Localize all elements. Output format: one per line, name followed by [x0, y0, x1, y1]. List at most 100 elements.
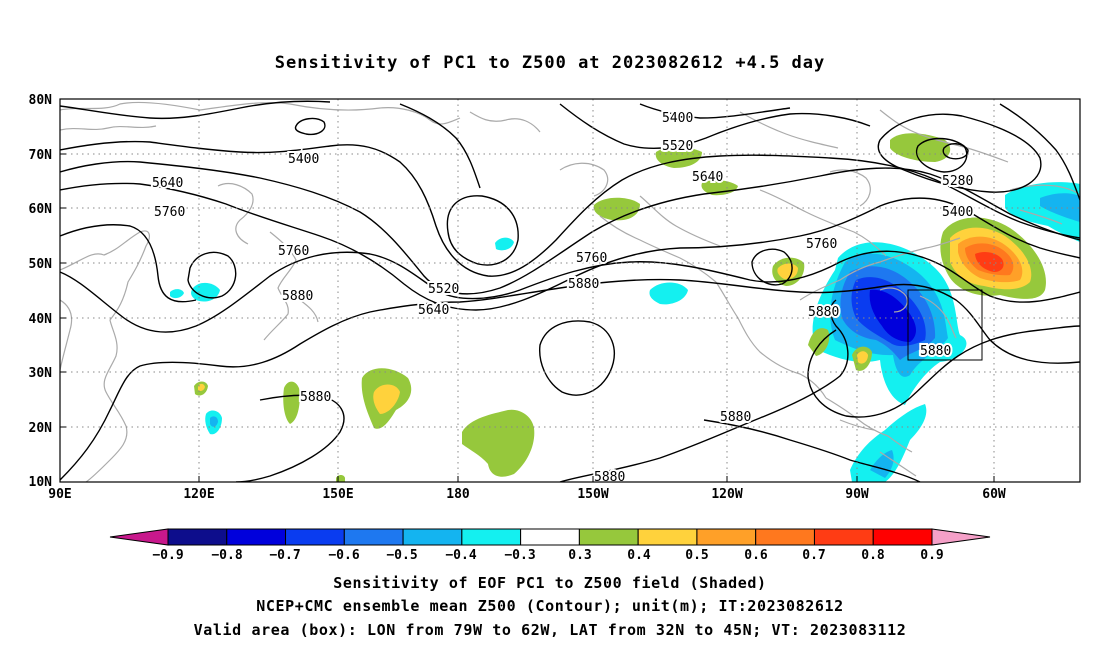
contour-label: 5280: [942, 174, 973, 189]
colorbar-cell: [872, 528, 933, 546]
positive-spot-taiwan-core: [198, 383, 205, 391]
caption-line-2: NCEP+CMC ensemble mean Z500 (Contour); u…: [256, 597, 843, 615]
lat-label: 50N: [29, 257, 53, 272]
contour-5880-west: [235, 394, 345, 482]
colorbar-cell: [167, 528, 228, 546]
lat-label: 40N: [29, 312, 53, 327]
colorbar-cell: [696, 528, 757, 546]
lat-label: 80N: [29, 93, 53, 108]
contour-5640: [60, 182, 1080, 311]
lon-label: 180: [446, 487, 470, 502]
colorbar-cell: [461, 528, 522, 546]
caption-line-1: Sensitivity of EOF PC1 to Z500 field (Sh…: [333, 574, 766, 592]
contour-labels: 5400 5400 5400 5280 5520 5520 5640 5640 …: [150, 109, 975, 487]
contour-label: 5520: [662, 139, 693, 154]
contour-5520: [60, 160, 1080, 295]
colorbar-label: −0.7: [269, 548, 300, 563]
contour-5760: [60, 250, 1080, 333]
graticule: [60, 99, 1080, 482]
contour-label: 5400: [288, 152, 319, 167]
colorbar-label: 0.7: [802, 548, 825, 563]
contour-label: 5880: [300, 390, 331, 405]
contour-label: 5880: [920, 344, 951, 359]
colorbar-cell: [637, 528, 698, 546]
lat-label: 20N: [29, 421, 53, 436]
lon-label: 90E: [48, 487, 71, 502]
colorbar: −0.9 −0.8 −0.7 −0.6 −0.5 −0.4 −0.3 0.3 0…: [109, 528, 991, 563]
sensitivity-shading: [170, 133, 1080, 482]
positive-region-greenland: [890, 133, 951, 162]
colorbar-label: 0.3: [568, 548, 591, 563]
colorbar-label: −0.3: [504, 548, 535, 563]
negative-spot-bering: [495, 237, 514, 251]
contour-ne-arc: [999, 103, 1080, 201]
colorbar-cell: [755, 528, 815, 546]
contour-small-loop-2: [942, 143, 969, 160]
colorbar-cell: [285, 528, 345, 546]
contour-label: 5880: [720, 410, 751, 425]
colorbar-label: 0.4: [627, 548, 651, 563]
contour-5760-loop-greatlakes: [751, 248, 793, 286]
colorbar-label: −0.4: [445, 548, 476, 563]
colorbar-label: −0.6: [328, 548, 359, 563]
contour-label: 5760: [806, 237, 837, 252]
contour-5880-pacific-south: [559, 299, 849, 482]
contour-5400-bering-loop: [446, 195, 519, 266]
positive-region-great-lakes-core: [777, 263, 798, 280]
latitude-labels: 80N 70N 60N 50N 40N 30N 20N 10N: [29, 93, 53, 490]
lon-label: 150W: [577, 487, 608, 502]
colorbar-label: 0.6: [744, 548, 768, 563]
coastlines: [60, 101, 1080, 482]
colorbar-label: −0.8: [211, 548, 242, 563]
colorbar-high-extend: [931, 528, 991, 546]
contour-5400-hudson-loop: [877, 113, 1042, 193]
lat-label: 70N: [29, 148, 53, 163]
colorbar-label: −0.9: [152, 548, 183, 563]
contour-5760-loop-asia: [187, 251, 237, 299]
positive-region-hawaii: [462, 409, 535, 477]
contour-5880-east: [703, 419, 921, 482]
contour-label: 5880: [568, 277, 599, 292]
contour-north-arc: [559, 103, 871, 149]
lat-label: 30N: [29, 366, 53, 381]
contour-small-loop-1: [294, 117, 326, 136]
colorbar-labels: −0.9 −0.8 −0.7 −0.6 −0.5 −0.4 −0.3 0.3 0…: [152, 548, 943, 563]
contour-label: 5400: [942, 205, 973, 220]
lon-label: 120E: [183, 487, 214, 502]
lat-label: 60N: [29, 202, 53, 217]
lon-label: 150E: [322, 487, 353, 502]
positive-region-central-pacific-core: [373, 384, 400, 414]
contour-label: 5760: [154, 205, 185, 220]
contour-5280-loop: [915, 137, 968, 173]
negative-spot-asia-2: [170, 289, 184, 299]
map-frame: [59, 98, 1081, 483]
positive-region-marianas: [283, 381, 300, 424]
contour-5400-north: [60, 100, 331, 120]
map-panel: 5400 5400 5400 5280 5520 5520 5640 5640 …: [29, 93, 1081, 502]
lon-label: 120W: [711, 487, 742, 502]
positive-spot-gulf: [808, 328, 830, 356]
negative-spot-pacific-ne: [649, 282, 688, 305]
contour-label: 5760: [278, 244, 309, 259]
contour-label: 5880: [282, 289, 313, 304]
positive-region-atlantic-red: [975, 251, 1004, 272]
contour-north-arc-2: [399, 103, 481, 189]
contour-label: 5640: [152, 176, 183, 191]
negative-region-east-us-max: [869, 289, 916, 342]
caption-line-3: Valid area (box): LON from 79W to 62W, L…: [194, 621, 907, 639]
colorbar-label: −0.5: [386, 548, 417, 563]
contour-label: 5640: [418, 303, 449, 318]
colorbar-cell: [226, 528, 287, 546]
figure-title: Sensitivity of PC1 to Z500 at 2023082612…: [275, 53, 826, 73]
colorbar-cell: [813, 528, 874, 546]
colorbar-cells: [167, 528, 933, 546]
lon-label: 90W: [845, 487, 869, 502]
captions: Sensitivity of EOF PC1 to Z500 field (Sh…: [194, 574, 907, 639]
colorbar-low-extend: [109, 528, 169, 546]
contour-label: 5520: [428, 282, 459, 297]
contour-label: 5400: [662, 111, 693, 126]
negative-region-ne-atlantic-inner: [1040, 193, 1080, 222]
negative-region-caribbean: [850, 404, 927, 482]
contour-label: 5880: [594, 470, 625, 485]
